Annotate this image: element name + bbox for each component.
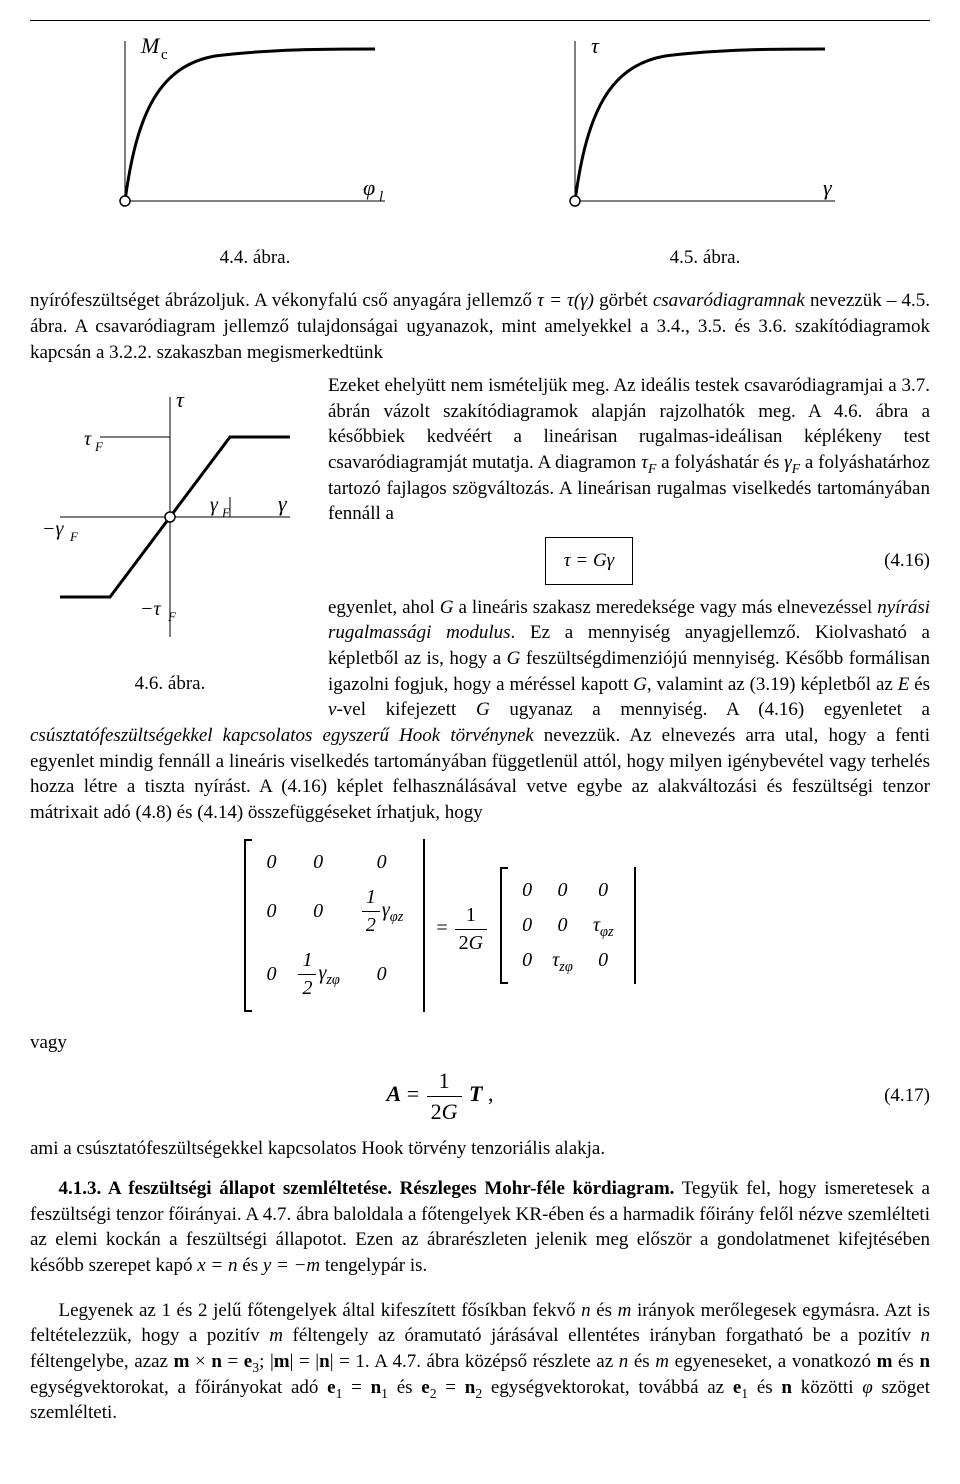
- fig45-caption: 4.5. ábra.: [480, 245, 930, 271]
- p2-text: Ezeket ehelyütt nem ismételjük meg. Az i…: [328, 375, 930, 524]
- p1a: nyírófeszültséget ábrázoljuk. A vékonyfa…: [30, 290, 537, 311]
- svg-text:τ: τ: [176, 387, 185, 412]
- eq417-eq: =: [407, 1081, 425, 1106]
- figure-4-6: τ τF γF γ −γF −τF 4.6. ábra.: [30, 377, 310, 696]
- matrix-equation: 000 0012γφz 012γzφ0 = 12G 000 00τφz 0τzφ…: [30, 839, 930, 1020]
- matrix-right: 000 00τφz 0τzφ0: [500, 867, 635, 992]
- caption-row-top: 4.4. ábra. 4.5. ábra.: [30, 245, 930, 271]
- svg-text:γ: γ: [210, 494, 219, 516]
- eq417-number: (4.17): [850, 1083, 930, 1109]
- p1b: görbét: [599, 290, 653, 311]
- fig44-svg: M c φ l: [105, 31, 405, 231]
- eq417-T: T: [469, 1081, 482, 1106]
- equals: =: [436, 918, 452, 940]
- p6-text: Legyenek az 1 és 2 jelű főtengelyek álta…: [30, 1300, 930, 1424]
- eq416-number: (4.16): [850, 548, 930, 574]
- svg-text:F: F: [167, 609, 177, 624]
- svg-text:φ: φ: [363, 175, 375, 200]
- eq417-frac: 12G: [427, 1066, 462, 1126]
- page: M c φ l τ γ 4.4. ábra. 4.5. ábra. nyíróf…: [0, 0, 960, 1470]
- svg-text:F: F: [94, 439, 104, 454]
- p1-math: τ = τ(γ): [537, 290, 594, 311]
- figure-row-top: M c φ l τ γ: [30, 31, 930, 239]
- top-rule: [30, 20, 930, 21]
- eq417-A: A: [387, 1081, 402, 1106]
- eq417-comma: ,: [488, 1081, 494, 1106]
- svg-text:M: M: [140, 33, 161, 58]
- scalar-1-over-2G: 12G: [455, 902, 487, 957]
- p1c: csavaródiagramnak: [653, 290, 805, 311]
- eq416-box: τ = Gγ: [545, 537, 633, 585]
- vagy: vagy: [30, 1030, 930, 1056]
- svg-text:c: c: [161, 47, 168, 63]
- svg-text:l: l: [379, 189, 383, 205]
- svg-text:τ: τ: [591, 33, 600, 58]
- figure-4-5: τ γ: [555, 31, 855, 239]
- paragraph-4: ami a csúsztatófeszültségekkel kapcsolat…: [30, 1136, 930, 1162]
- wrap-block: τ τF γF γ −γF −τF 4.6. ábra. Ezeket ehel…: [30, 369, 930, 829]
- svg-text:−τ: −τ: [140, 598, 161, 620]
- svg-text:γ: γ: [278, 491, 288, 516]
- figure-4-4: M c φ l: [105, 31, 405, 239]
- fig46-svg: τ τF γF γ −γF −τF: [40, 377, 300, 657]
- paragraph-6: Legyenek az 1 és 2 jelű főtengelyek álta…: [30, 1298, 930, 1426]
- svg-text:F: F: [221, 505, 231, 520]
- section-4-1-3: 4.1.3. A feszültségi állapot szemlélteté…: [30, 1176, 930, 1279]
- fig45-svg: τ γ: [555, 31, 855, 231]
- svg-text:F: F: [69, 529, 79, 544]
- svg-text:γ: γ: [823, 175, 833, 200]
- matrix-left: 000 0012γφz 012γzφ0: [244, 839, 425, 1020]
- fig46-caption: 4.6. ábra.: [30, 671, 310, 697]
- equation-4-16: τ = Gγ (4.16): [328, 537, 930, 585]
- equation-4-17: A = 12G T , (4.17): [30, 1066, 930, 1126]
- section-head-text: 4.1.3. A feszültségi állapot szemlélteté…: [59, 1178, 675, 1199]
- svg-text:τ: τ: [84, 428, 92, 450]
- fig44-caption: 4.4. ábra.: [30, 245, 480, 271]
- paragraph-1: nyírófeszültséget ábrázoljuk. A vékonyfa…: [30, 288, 930, 365]
- svg-text:−γ: −γ: [42, 518, 64, 540]
